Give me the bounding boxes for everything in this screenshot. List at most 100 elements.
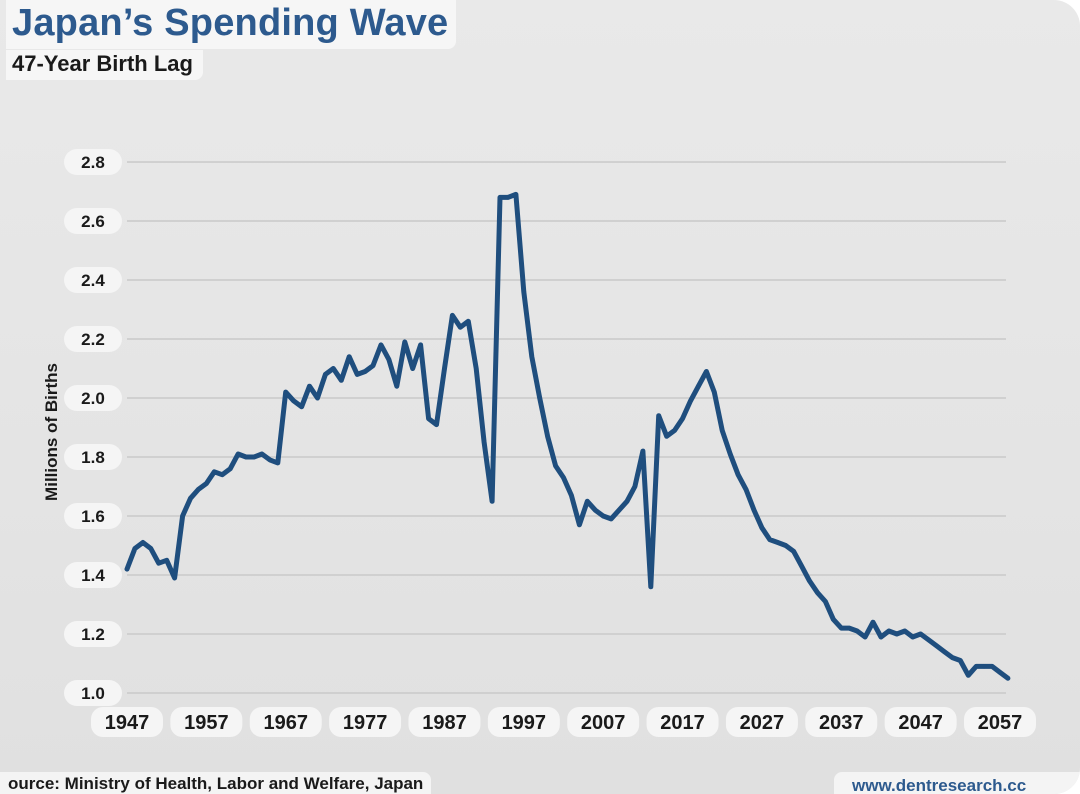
y-tick-label-8: 2.6 (81, 212, 105, 231)
data-point-2004 (577, 522, 582, 527)
y-tick-label-0: 1.0 (81, 684, 105, 703)
data-point-2049 (934, 643, 939, 648)
data-point-2018 (688, 398, 693, 404)
x-tick-pill-9 (805, 707, 878, 737)
data-point-2034 (815, 590, 820, 595)
data-point-1962 (243, 454, 249, 460)
data-point-2023 (728, 451, 733, 457)
data-point-1950 (148, 546, 153, 551)
data-point-1999 (537, 395, 542, 401)
data-point-1997 (521, 289, 526, 294)
data-point-2045 (902, 628, 907, 634)
x-tick-label-7: 2017 (660, 712, 705, 734)
data-point-2032 (799, 563, 804, 569)
x-tick-label-0: 1947 (105, 712, 150, 734)
y-tick-pill-5 (64, 385, 122, 411)
data-point-1959 (220, 472, 225, 477)
x-tick-label-8: 2027 (740, 712, 785, 734)
data-point-2017 (680, 416, 685, 421)
chart-subtitle: 47-Year Birth Lag (6, 50, 203, 80)
x-tick-label-1: 1957 (184, 712, 229, 734)
data-point-1980 (386, 357, 392, 362)
data-point-2046 (910, 634, 915, 640)
y-tick-pill-0 (64, 680, 122, 706)
y-tick-pill-2 (64, 562, 122, 588)
data-point-2055 (981, 664, 987, 669)
data-point-1964 (259, 451, 265, 457)
data-point-2044 (894, 631, 899, 637)
data-point-1992 (481, 440, 487, 445)
data-point-1948 (132, 546, 138, 551)
data-point-2054 (974, 664, 979, 669)
y-tick-label-5: 2.0 (81, 389, 105, 408)
y-tick-pill-9 (64, 149, 122, 175)
data-point-2024 (735, 472, 741, 477)
x-tick-pill-10 (884, 707, 957, 737)
data-point-2057 (997, 670, 1003, 675)
data-point-1981 (394, 384, 399, 389)
data-point-1978 (370, 363, 376, 368)
data-point-2039 (854, 628, 860, 634)
data-point-1979 (378, 342, 384, 348)
data-point-2009 (616, 507, 622, 513)
data-point-2056 (989, 664, 995, 669)
y-tick-pill-3 (64, 503, 122, 529)
data-point-2050 (942, 649, 947, 654)
source-note: ource: Ministry of Health, Labor and Wel… (0, 772, 432, 794)
y-tick-label-7: 2.4 (81, 271, 105, 290)
data-point-2047 (918, 631, 923, 637)
data-point-2031 (791, 549, 796, 554)
data-point-1974 (339, 378, 344, 383)
x-tick-pill-11 (964, 707, 1036, 737)
x-tick-label-5: 1997 (502, 712, 547, 734)
data-point-2038 (847, 625, 852, 631)
data-point-2029 (775, 540, 780, 545)
data-point-1961 (235, 451, 241, 457)
y-tick-pill-4 (64, 444, 122, 470)
data-point-2002 (561, 475, 566, 480)
data-point-2020 (704, 369, 709, 374)
y-tick-label-3: 1.6 (81, 507, 105, 526)
y-tick-pill-7 (64, 267, 122, 293)
data-point-2052 (958, 658, 963, 663)
data-point-1949 (140, 540, 146, 545)
y-tick-pill-6 (64, 326, 122, 352)
data-point-2026 (751, 507, 757, 513)
data-point-1998 (529, 354, 534, 359)
data-point-1957 (204, 481, 209, 486)
data-point-1996 (513, 192, 519, 197)
data-point-1972 (323, 372, 328, 377)
data-point-2003 (569, 493, 574, 498)
data-point-1976 (355, 372, 360, 377)
data-point-1953 (172, 575, 177, 581)
data-point-1971 (315, 395, 320, 401)
x-tick-pill-4 (408, 707, 481, 737)
data-point-2006 (593, 507, 598, 513)
data-point-2048 (926, 637, 931, 643)
data-point-1995 (505, 195, 511, 200)
data-point-2043 (886, 628, 892, 634)
data-point-1960 (228, 466, 233, 471)
data-point-1989 (458, 325, 463, 330)
data-point-2041 (870, 620, 876, 625)
data-point-1991 (474, 366, 479, 371)
data-point-2021 (712, 389, 717, 395)
data-point-2036 (831, 617, 836, 622)
data-point-2016 (672, 428, 677, 433)
data-point-2015 (664, 434, 669, 439)
data-point-1985 (426, 416, 431, 421)
x-tick-label-2: 1967 (263, 712, 308, 734)
series-line-0 (124, 191, 1011, 681)
data-point-1956 (196, 487, 201, 492)
website-credit: www.dentresearch.cc (834, 772, 1080, 794)
chart-title: Japan’s Spending Wave (6, 0, 457, 49)
y-tick-label-2: 1.4 (81, 566, 105, 585)
data-point-2001 (553, 463, 558, 469)
data-point-1966 (275, 460, 280, 466)
data-point-1994 (497, 195, 503, 200)
x-tick-pill-5 (487, 707, 560, 737)
data-point-1973 (331, 366, 336, 371)
x-tick-label-10: 2047 (898, 712, 943, 734)
data-point-1965 (267, 457, 273, 463)
